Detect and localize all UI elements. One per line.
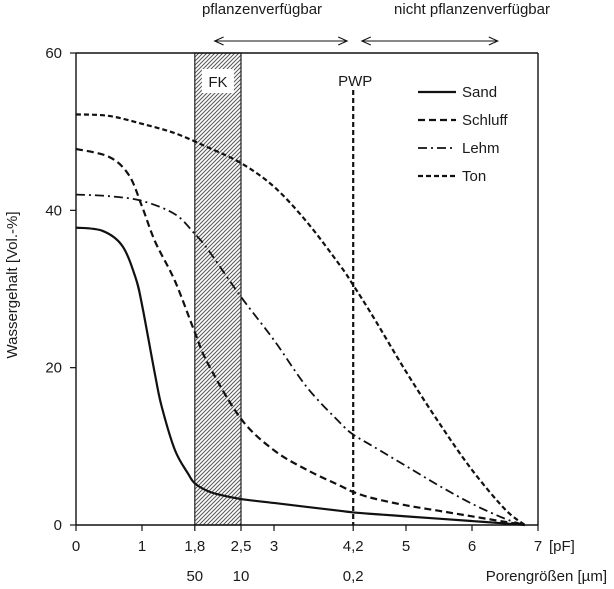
legend-layer: Sand Schluff Lehm Ton [418,84,508,185]
labels-layer: PWP Wassergehalt [Vol.-%] [pF] Porengrößen … [4,1,607,585]
x-tick-label: 4,2 [343,538,364,555]
legend-label-lehm: Lehm [462,140,500,157]
fk-label: FK [208,74,227,91]
available-label: pflanzenverfügbar [202,1,322,18]
unavailable-label: nicht pflanzenverfügbar [394,1,550,18]
y-axis-title: Wassergehalt [Vol.-%] [4,211,21,358]
y-tick-label: 0 [54,517,62,534]
series-line-lehm [75,193,526,526]
x-axis-unit-label: [pF] [549,538,575,555]
x-tick-label: 1 [138,538,146,555]
unavailable-arrow-head-left [360,36,372,46]
x-tick-label: 5 [402,538,410,555]
legend-label-schluff: Schluff [462,112,508,129]
x-tick-label: 3 [270,538,278,555]
x-tick-label: 1,8 [184,538,205,555]
series-line-ton [75,113,526,526]
fk-label-box [201,69,234,93]
x-tick-label: 7 [534,538,542,555]
series-line-sand [75,226,525,527]
unavailable-arrow-head-right [488,36,500,46]
y-tick-label: 60 [45,45,62,62]
x-tick-label: 0 [72,538,80,555]
available-arrow-head-left [213,36,224,46]
fk-band [194,52,242,526]
legend-label-sand: Sand [462,84,497,101]
x2-axis-title: Porengrößen [µm] [486,568,607,584]
x-tick-label: 2,5 [231,538,252,555]
y-tick-label: 40 [45,202,62,219]
fk-band-layer: FK [194,52,355,526]
ticks-layer: 0 1 1,8 2,5 3 4,2 5 6 7 50 10 0,2 0 20 40 60 [45,45,542,585]
x2-tick-label: 50 [186,568,203,584]
pwp-label: PWP [338,73,372,90]
plot-frame-layer [75,52,539,526]
x-tick-label: 6 [468,538,476,555]
series-layer [75,113,526,527]
x2-tick-label: 10 [233,568,250,584]
x2-tick-label: 0,2 [343,568,364,584]
legend-label-ton: Ton [462,168,486,185]
series-line-schluff [75,147,525,527]
available-arrow-head-right [337,36,349,46]
y-tick-label: 20 [45,360,62,377]
